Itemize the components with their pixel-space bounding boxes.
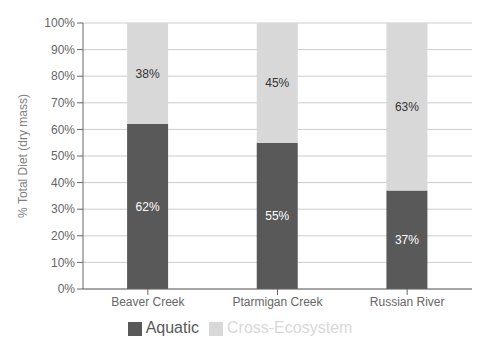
svg-text:38%: 38%: [136, 67, 160, 81]
svg-text:% Total Diet (dry mass): % Total Diet (dry mass): [16, 94, 30, 218]
svg-text:70%: 70%: [51, 96, 75, 110]
html-text:Cross-Ecosystem: Cross-Ecosystem: [227, 319, 353, 336]
svg-text:Ptarmigan Creek: Ptarmigan Creek: [232, 295, 323, 309]
svg-text:20%: 20%: [51, 229, 75, 243]
svg-text:Russian River: Russian River: [370, 295, 445, 309]
html-text:Aquatic: Aquatic: [145, 319, 199, 336]
svg-text:30%: 30%: [51, 202, 75, 216]
svg-text:80%: 80%: [51, 69, 75, 83]
svg-text:62%: 62%: [136, 200, 160, 214]
svg-text:37%: 37%: [395, 233, 419, 247]
svg-text:0%: 0%: [58, 282, 76, 296]
svg-text:Beaver Creek: Beaver Creek: [111, 295, 185, 309]
svg-text:45%: 45%: [265, 76, 289, 90]
svg-text:100%: 100%: [44, 16, 75, 30]
svg-text:10%: 10%: [51, 256, 75, 270]
svg-text:90%: 90%: [51, 43, 75, 57]
svg-text:63%: 63%: [395, 100, 419, 114]
svg-text:50%: 50%: [51, 149, 75, 163]
svg-text:55%: 55%: [265, 209, 289, 223]
svg-text:40%: 40%: [51, 176, 75, 190]
svg-text:60%: 60%: [51, 123, 75, 137]
